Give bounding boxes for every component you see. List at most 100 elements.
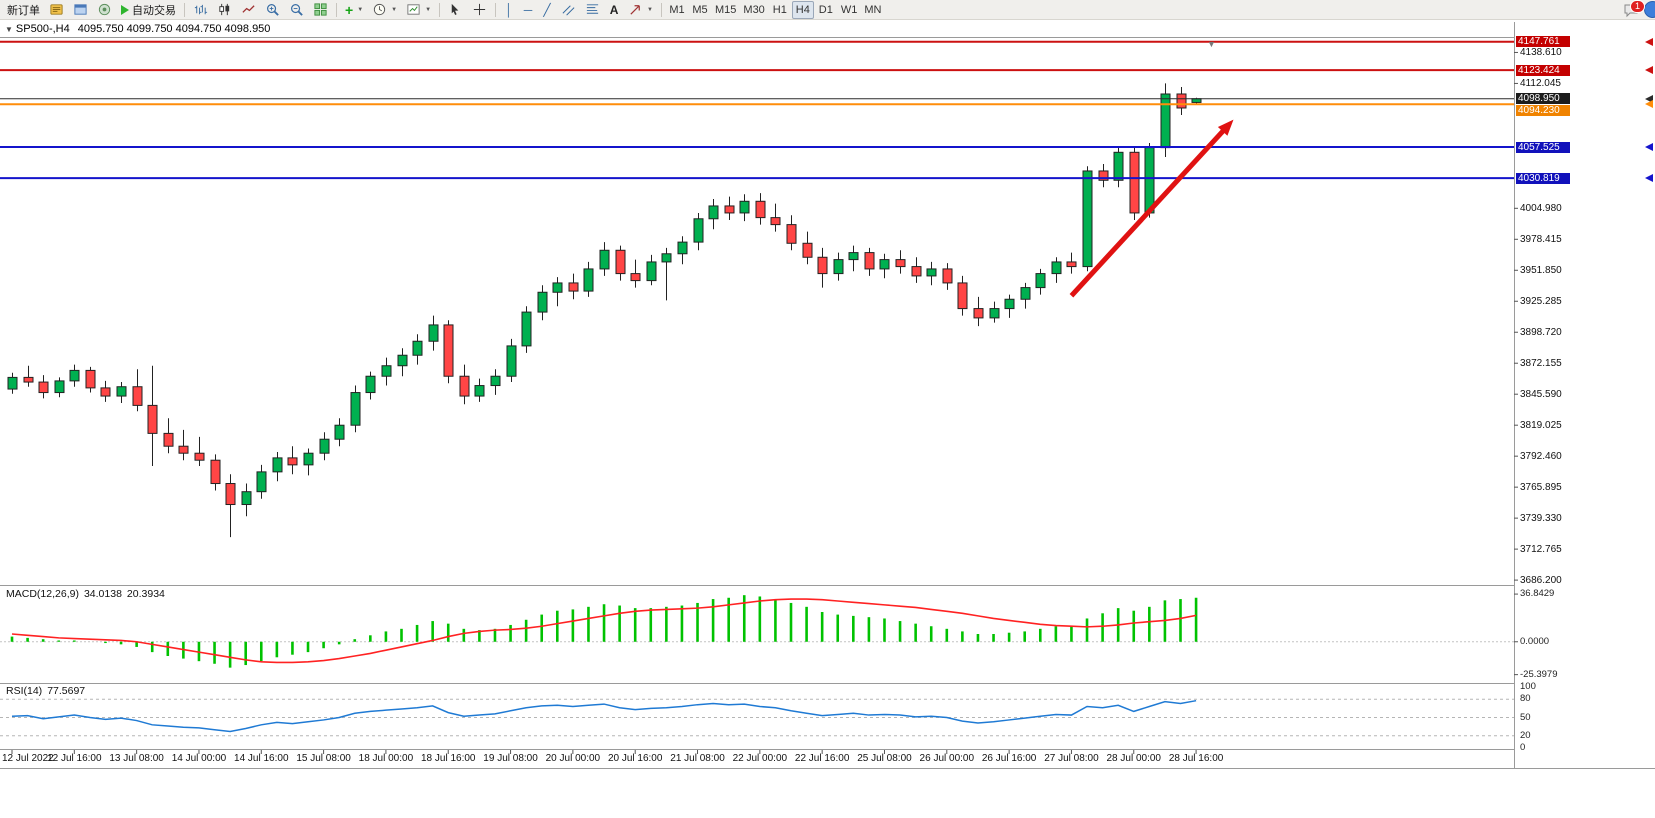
timeframe-button-m1[interactable]: M1 (666, 1, 688, 19)
candle-up (412, 340, 423, 356)
text-tool-button[interactable]: A (605, 1, 623, 19)
add-indicator-icon: + (345, 1, 354, 18)
candle-down (630, 273, 641, 282)
notification-badge: 1 (1630, 0, 1645, 13)
zoom-in-icon (267, 4, 279, 16)
vertical-line-tool-button[interactable]: │ (500, 1, 518, 19)
play-icon (121, 4, 129, 15)
toolbar-right-cluster: 1 (1623, 0, 1655, 18)
tile-windows-icon (314, 3, 327, 16)
candle-up (241, 491, 252, 506)
data-window-button[interactable] (69, 1, 92, 19)
candle-up (54, 380, 65, 394)
candle-down (1098, 170, 1109, 181)
zoom-out-icon (291, 4, 303, 16)
indicators-button[interactable]: + ▼ (341, 1, 367, 19)
crosshair-icon (473, 3, 486, 16)
templates-button[interactable]: ▼ (402, 1, 435, 19)
symbol-dropdown-icon[interactable]: ▼ (5, 25, 13, 34)
arrows-tool-button[interactable]: ▼ (624, 1, 657, 19)
data-window-icon (74, 4, 87, 15)
timeframe-button-mn[interactable]: MN (861, 1, 884, 19)
candle-up (490, 375, 501, 387)
candle-up (272, 457, 283, 473)
candle-down (100, 387, 111, 397)
candle-up (646, 261, 657, 282)
toolbar-separator (336, 2, 337, 17)
trendline-icon: ╱ (543, 2, 551, 17)
new-order-button[interactable]: 新订单 (3, 1, 44, 19)
candle-down (443, 324, 454, 377)
candle-up (583, 268, 594, 292)
candle-down (210, 459, 221, 485)
horizontal-line-icon: ─ (523, 2, 533, 17)
chevron-down-icon: ▼ (357, 6, 364, 13)
chevron-down-icon: ▼ (425, 6, 432, 13)
rsi-line (11, 699, 1197, 733)
cursor-tool-button[interactable] (444, 1, 467, 19)
candle-up (397, 354, 408, 367)
line-chart-button[interactable] (237, 1, 260, 19)
candle-up (1191, 98, 1202, 103)
candle-down (973, 308, 984, 319)
market-watch-button[interactable] (45, 1, 68, 19)
candle-down (287, 457, 298, 466)
candle-up (989, 308, 1000, 319)
candle-up (1160, 93, 1171, 149)
notifications-button[interactable]: 1 (1623, 0, 1645, 18)
channel-tool-button[interactable] (557, 1, 580, 19)
horizontal-line-tool-button[interactable]: ─ (519, 1, 537, 19)
auto-trading-label: 自动交易 (132, 4, 176, 17)
timeframe-button-m5[interactable]: M5 (689, 1, 711, 19)
timeframe-button-m30[interactable]: M30 (740, 1, 767, 19)
cursor-icon (451, 3, 459, 15)
candlestick-chart-button[interactable] (213, 1, 236, 19)
zoom-out-button[interactable] (285, 1, 308, 19)
chevron-down-icon: ▼ (647, 6, 653, 13)
clock-icon (374, 3, 386, 16)
crosshair-tool-button[interactable] (468, 1, 491, 19)
candle-up (739, 200, 750, 214)
candle-up (350, 392, 361, 426)
trend-arrow-head (1217, 119, 1234, 136)
bar-chart-button[interactable] (189, 1, 212, 19)
periods-button[interactable]: ▼ (368, 1, 401, 19)
candle-up (1004, 298, 1015, 310)
timeframe-button-h1[interactable]: H1 (769, 1, 791, 19)
arrow-tool-icon (630, 5, 640, 15)
auto-trading-button[interactable]: 自动交易 (117, 1, 180, 19)
timeframe-button-h4[interactable]: H4 (791, 0, 814, 19)
fibonacci-tool-button[interactable] (581, 1, 604, 19)
candle-down (817, 256, 828, 275)
main-toolbar: 新订单 自动交易 + ▼ ▼ ▼ │ (0, 0, 1655, 20)
vertical-line-icon: │ (505, 2, 513, 17)
timeframe-button-w1[interactable]: W1 (838, 1, 861, 19)
candle-down (802, 242, 813, 258)
candle-down (957, 282, 968, 310)
candle-up (537, 291, 548, 313)
navigator-button[interactable] (93, 1, 116, 19)
chevron-down-icon: ▼ (391, 6, 398, 13)
timeframe-button-m15[interactable]: M15 (712, 1, 739, 19)
toolbar-separator (439, 2, 441, 17)
bar-chart-icon (194, 4, 208, 15)
candle-down (911, 266, 922, 277)
channel-icon (562, 5, 575, 16)
candle-up (1020, 287, 1031, 300)
macd-histogram (10, 595, 1198, 668)
candle-down (864, 252, 875, 270)
zoom-in-button[interactable] (261, 1, 284, 19)
community-icon[interactable] (1644, 1, 1655, 18)
candle-down (724, 205, 735, 214)
chart-shift-marker[interactable]: ▼ (1207, 39, 1216, 49)
candle-down (147, 404, 158, 434)
tile-windows-button[interactable] (309, 1, 332, 19)
candle-down (770, 217, 781, 226)
toolbar-separator (184, 2, 185, 17)
trendline-tool-button[interactable]: ╱ (538, 1, 556, 19)
candle-up (474, 385, 485, 397)
timeframe-button-d1[interactable]: D1 (815, 1, 837, 19)
candle-up (1113, 151, 1124, 181)
candle-down (568, 282, 579, 292)
